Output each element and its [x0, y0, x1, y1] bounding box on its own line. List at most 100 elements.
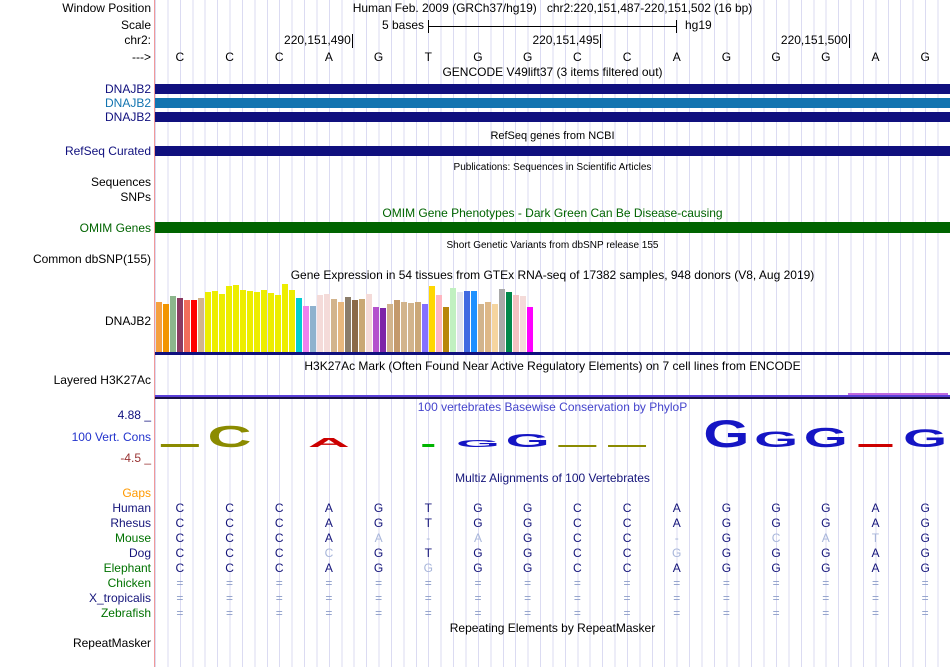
gtex-tissue-bar[interactable] [380, 308, 386, 352]
gene-bar-gencode-gene-3[interactable] [155, 112, 950, 122]
gtex-tissue-bar[interactable] [184, 300, 190, 352]
gene-bar-omim-genes[interactable] [155, 222, 950, 233]
gtex-tissue-bar[interactable] [387, 304, 393, 352]
gene-bar-refseq-curated[interactable] [155, 146, 950, 156]
gtex-tissue-bar[interactable] [478, 304, 484, 352]
alignment-base: G [821, 546, 831, 560]
alignment-base: = [275, 576, 283, 590]
track-label-gencode-gene-2[interactable]: DNAJB2 [104, 96, 151, 110]
track-label-cons-track[interactable]: 100 Vert. Cons [71, 430, 151, 444]
gtex-tissue-bar[interactable] [226, 286, 232, 352]
track-label-omim-genes[interactable]: OMIM Genes [79, 221, 151, 235]
gtex-tissue-bar[interactable] [506, 292, 512, 352]
species-label-x_tropicalis[interactable]: X_tropicalis [88, 591, 151, 605]
gtex-tissue-bar[interactable] [282, 284, 288, 352]
gtex-tissue-bar[interactable] [156, 302, 162, 352]
alignment-base: = [226, 576, 234, 590]
track-label-window-position[interactable]: Window Position [62, 1, 151, 15]
gtex-tissue-bar[interactable] [163, 304, 169, 352]
alignment-base: = [722, 576, 730, 590]
species-label-rhesus[interactable]: Rhesus [110, 516, 151, 530]
gtex-tissue-bar[interactable] [240, 290, 246, 352]
gtex-tissue-bar[interactable] [261, 290, 267, 352]
track-label-scale[interactable]: Scale [120, 18, 151, 32]
gtex-tissue-bar[interactable] [520, 296, 526, 352]
track-label-chrom[interactable]: chr2: [124, 33, 151, 47]
species-label-gaps[interactable]: Gaps [122, 486, 151, 500]
gtex-tissue-bar[interactable] [359, 299, 365, 352]
species-label-human[interactable]: Human [112, 501, 151, 515]
gtex-tissue-bar[interactable] [394, 300, 400, 352]
gtex-tissue-bar[interactable] [317, 295, 323, 352]
gtex-tissue-bar[interactable] [296, 298, 302, 352]
track-label-strand[interactable]: ---> [132, 50, 151, 64]
gtex-tissue-bar[interactable] [247, 291, 253, 352]
track-label-cons-min[interactable]: -4.5 _ [120, 451, 151, 465]
gtex-tissue-bar[interactable] [485, 302, 491, 352]
species-label-elephant[interactable]: Elephant [103, 561, 151, 575]
gtex-tissue-bar[interactable] [310, 306, 316, 352]
gtex-tissue-bar[interactable] [170, 296, 176, 352]
gtex-tissue-bar[interactable] [254, 292, 260, 352]
gtex-tissue-bar[interactable] [401, 302, 407, 352]
gtex-tissue-bar[interactable] [324, 294, 330, 352]
gene-bar-gencode-gene-1[interactable] [155, 84, 950, 94]
track-label-cons-max[interactable]: 4.88 _ [117, 408, 151, 422]
gtex-tissue-bar[interactable] [303, 306, 309, 352]
alignment-base: = [524, 576, 532, 590]
gtex-tissue-bar[interactable] [212, 291, 218, 352]
h3k27ac-signal-line[interactable] [155, 395, 950, 397]
alignment-base: = [623, 576, 631, 590]
gtex-tissue-bar[interactable] [177, 298, 183, 352]
gene-bar-gencode-gene-2[interactable] [155, 98, 950, 108]
gtex-tissue-bar[interactable] [198, 298, 204, 352]
track-label-gencode-gene-3[interactable]: DNAJB2 [104, 110, 151, 124]
gtex-tissue-bar[interactable] [408, 303, 414, 352]
gtex-tissue-bar[interactable] [233, 285, 239, 352]
gtex-tissue-bar[interactable] [352, 300, 358, 352]
gtex-tissue-bar[interactable] [527, 307, 533, 352]
track-label-sequences[interactable]: Sequences [90, 175, 151, 189]
gtex-tissue-bar[interactable] [492, 304, 498, 352]
gtex-tissue-bar[interactable] [513, 295, 519, 352]
alignment-base: C [175, 546, 185, 560]
alignment-base: G [920, 531, 930, 545]
alignment-base: = [772, 576, 780, 590]
species-label-mouse[interactable]: Mouse [114, 531, 151, 545]
gtex-tissue-bar[interactable] [191, 300, 197, 352]
gtex-tissue-bar[interactable] [345, 297, 351, 352]
gtex-tissue-bar[interactable] [436, 295, 442, 352]
gtex-tissue-bar[interactable] [366, 294, 372, 352]
gtex-tissue-bar[interactable] [338, 302, 344, 352]
gtex-tissue-bar[interactable] [219, 294, 225, 352]
gtex-tissue-bar[interactable] [422, 304, 428, 352]
alignment-base: C [225, 531, 234, 545]
track-label-gtex-gene[interactable]: DNAJB2 [104, 314, 151, 328]
species-label-dog[interactable]: Dog [128, 546, 151, 560]
alignment-base: = [524, 606, 532, 620]
gtex-tissue-bar[interactable] [429, 286, 435, 352]
gtex-tissue-bar[interactable] [289, 290, 295, 352]
gtex-tissue-bar[interactable] [373, 307, 379, 352]
species-label-chicken[interactable]: Chicken [107, 576, 151, 590]
track-label-gencode-gene-1[interactable]: DNAJB2 [104, 82, 151, 96]
gtex-tissue-bar[interactable] [457, 292, 463, 352]
gtex-tissue-bar[interactable] [331, 299, 337, 352]
scale-ruler-tick-left [428, 20, 429, 33]
species-label-zebrafish[interactable]: Zebrafish [100, 606, 151, 620]
track-label-repeatmasker[interactable]: RepeatMasker [72, 636, 151, 650]
gtex-tissue-bar[interactable] [499, 289, 505, 352]
gtex-tissue-bar[interactable] [450, 288, 456, 352]
track-label-snps[interactable]: SNPs [120, 190, 151, 204]
gtex-tissue-bar[interactable] [205, 292, 211, 352]
track-label-refseq-curated[interactable]: RefSeq Curated [64, 144, 151, 158]
gtex-tissue-bar[interactable] [464, 291, 470, 352]
gtex-tissue-bar[interactable] [443, 307, 449, 352]
gtex-tissue-bar[interactable] [275, 295, 281, 352]
gtex-tissue-bar[interactable] [268, 293, 274, 352]
gtex-tissue-bar[interactable] [415, 302, 421, 352]
track-label-common-dbsnp[interactable]: Common dbSNP(155) [32, 252, 151, 266]
alignment-base: C [274, 501, 284, 515]
track-label-layered-h3k27ac[interactable]: Layered H3K27Ac [53, 373, 151, 387]
gtex-tissue-bar[interactable] [471, 291, 477, 352]
